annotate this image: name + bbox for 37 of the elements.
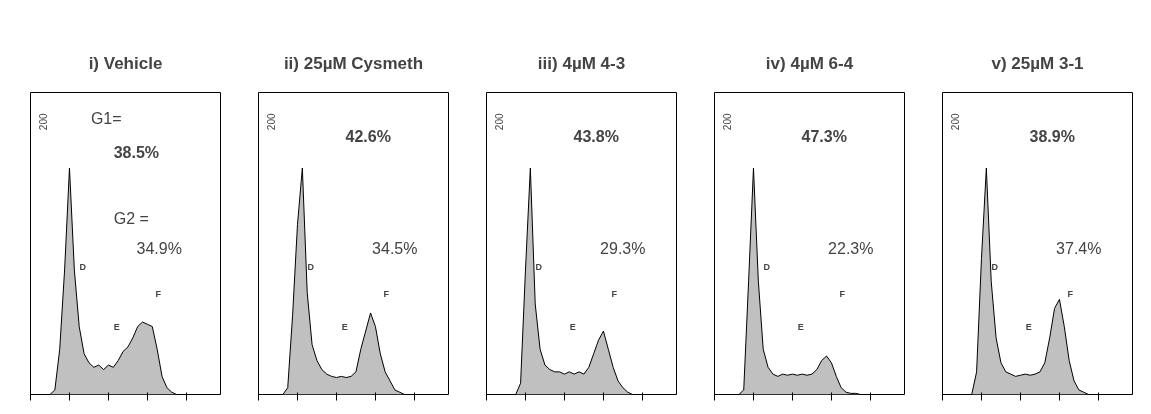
annotation: E [341, 322, 348, 333]
annotation: F [611, 288, 618, 299]
annotation: E [569, 322, 576, 333]
annotation: 22.3% [828, 240, 874, 258]
chart-title: v) 25µM 3-1 [991, 53, 1084, 73]
annotation: F [155, 288, 162, 299]
annotation: F [383, 288, 390, 299]
annotation: D [991, 261, 999, 272]
annotation: F [1067, 288, 1074, 299]
text: 38.5% [113, 143, 160, 161]
annotation: F [839, 288, 846, 299]
chart-title: iv) 4µM 6-4 [765, 53, 854, 73]
text: 200 [266, 113, 278, 131]
text: 47.3% [801, 128, 847, 146]
text: 38.9% [1029, 128, 1075, 146]
chart-title: ii) 25µM Cysmeth [283, 53, 424, 73]
text: 43.8% [573, 128, 619, 146]
annotation: D [307, 261, 315, 272]
chart-title: iii) 4µM 4-3 [537, 53, 626, 73]
text: 42.6% [345, 128, 391, 146]
text: 200 [950, 113, 962, 131]
annotation: E [1025, 322, 1032, 333]
chart-title: i) Vehicle [88, 53, 163, 73]
annotation: G2 = [113, 209, 149, 227]
annotation: 34.9% [136, 240, 182, 258]
annotation: 29.3% [600, 240, 646, 258]
annotation: 34.5% [372, 240, 418, 258]
text: 200 [722, 113, 734, 131]
text: G1= [90, 110, 122, 128]
annotation: E [797, 322, 804, 333]
annotation: 37.4% [1056, 240, 1102, 258]
text: 200 [494, 113, 506, 131]
annotation: D [535, 261, 543, 272]
text: 200 [38, 113, 50, 131]
annotation: D [763, 261, 771, 272]
annotation: D [79, 261, 87, 272]
annotation: E [113, 322, 120, 333]
